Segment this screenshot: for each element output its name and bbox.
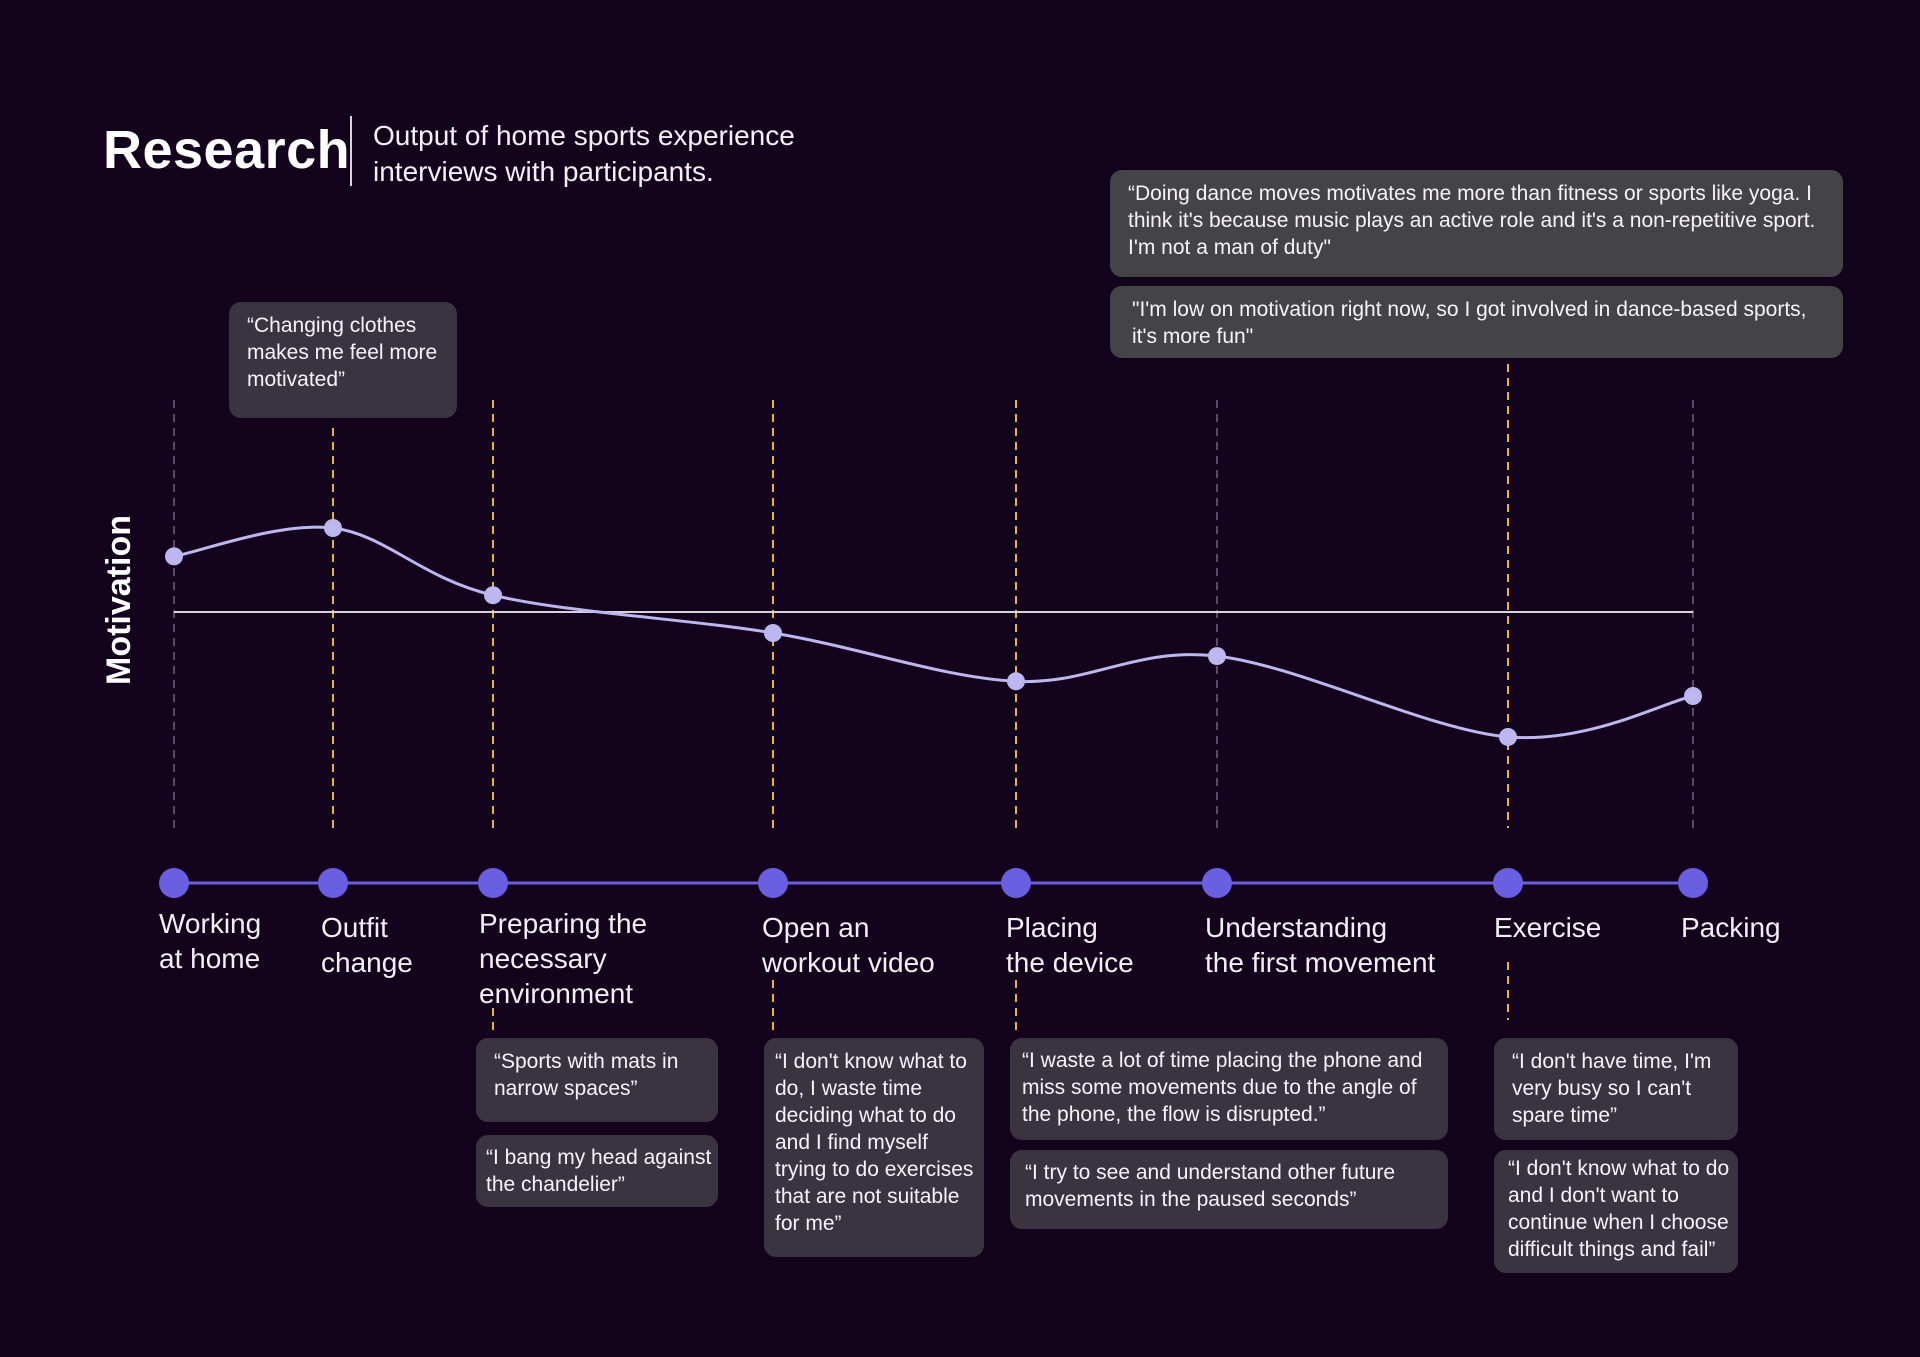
timeline-node-placing	[1001, 868, 1031, 898]
stage-label-video: Open an workout video	[762, 912, 935, 978]
motivation-point-packing	[1684, 687, 1702, 705]
lower-connector-guides	[492, 962, 1509, 1030]
quote-exercise-top-1: “Doing dance moves motivates me more tha…	[1110, 170, 1843, 277]
timeline-nodes	[159, 868, 1708, 898]
timeline-node-understanding	[1202, 868, 1232, 898]
title-divider	[350, 116, 352, 186]
motivation-point-outfit	[324, 519, 342, 537]
motivation-point-placing	[1007, 672, 1025, 691]
timeline-node-working	[159, 868, 189, 898]
stage-label-packing: Packing	[1681, 912, 1781, 943]
quote-preparing-1: “Sports with mats in narrow spaces”	[476, 1038, 718, 1122]
quote-exercise-1: “I don't have time, I'm very busy so I c…	[1494, 1038, 1738, 1140]
stage-label-exercise: Exercise	[1494, 912, 1602, 943]
timeline-node-outfit	[318, 868, 348, 898]
timeline-node-video	[758, 868, 788, 898]
quote-video-1: “I don't know what to do, I waste time d…	[764, 1038, 984, 1257]
quote-outfit-1: “Changing clothes makes me feel more mot…	[229, 302, 457, 418]
timeline-node-exercise	[1493, 868, 1523, 898]
quote-exercise-top-2: "I'm low on motivation right now, so I g…	[1110, 286, 1843, 358]
motivation-curve	[173, 525, 1694, 740]
stage-label-placing: Placing the device	[1006, 912, 1134, 978]
motivation-point-preparing	[484, 586, 502, 605]
page-title: Research	[103, 120, 351, 180]
stage-label-understanding: Understanding the first movement	[1205, 912, 1436, 978]
page-subtitle: Output of home sports experience intervi…	[373, 120, 795, 187]
motivation-point-exercise	[1499, 727, 1517, 746]
quote-placing-1: “I waste a lot of time placing the phone…	[1010, 1038, 1448, 1140]
quote-exercise-2: “I don't know what to do and I don't wan…	[1494, 1150, 1738, 1273]
quote-preparing-2: “I bang my head against the chandelier”	[476, 1135, 718, 1207]
motivation-point-working	[165, 547, 183, 566]
stage-label-working: Working at home	[159, 908, 262, 974]
stage-label-outfit: Outfit change	[321, 912, 413, 978]
stage-guides	[173, 364, 1694, 828]
motivation-point-video	[764, 624, 782, 642]
quote-placing-2: “I try to see and understand other futur…	[1010, 1150, 1448, 1229]
stage-label-preparing: Preparing the necessary environment	[479, 908, 648, 1009]
timeline-node-preparing	[478, 868, 508, 898]
timeline-node-packing	[1678, 868, 1708, 898]
motivation-points	[165, 519, 1702, 746]
motivation-point-understanding	[1208, 647, 1226, 666]
